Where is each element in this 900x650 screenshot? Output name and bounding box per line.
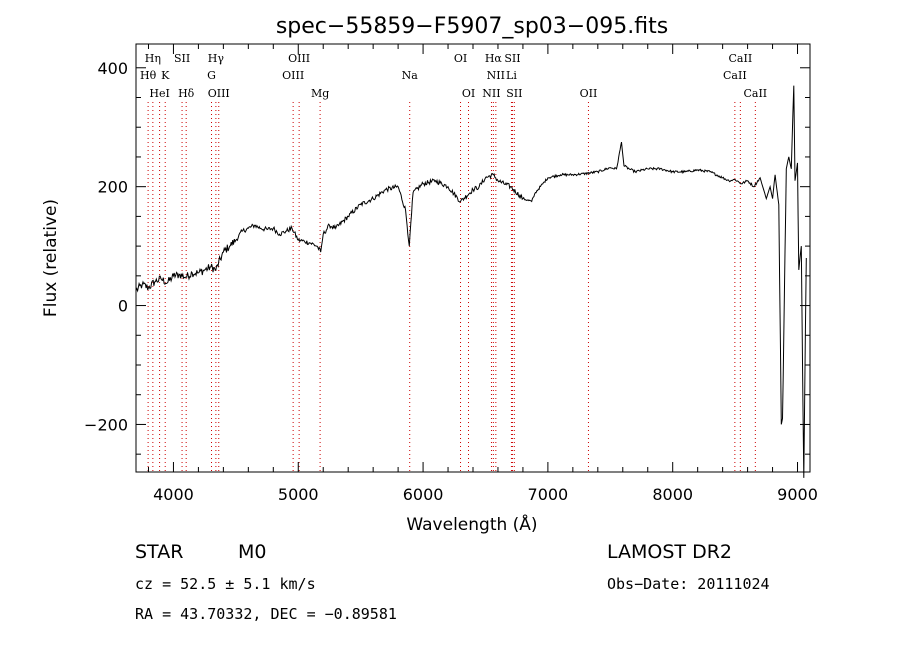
spectral-line-label: CaII [723, 69, 747, 82]
chart-title: spec−55859−F5907_sp03−095.fits [276, 14, 668, 39]
x-tick-label: 8000 [652, 485, 693, 504]
spectral-line-label: CaII [729, 52, 753, 65]
spectral-line-label: OI [462, 87, 475, 100]
spectral-line-label: Hγ [208, 52, 225, 65]
object-class: STAR [135, 541, 184, 563]
spectral-line-label: Hη [145, 52, 161, 65]
spectral-line-label: HeI [149, 87, 169, 100]
x-tick-label: 7000 [528, 485, 569, 504]
spectral-line-label: OIII [208, 87, 230, 100]
y-tick-label: 0 [118, 297, 128, 316]
spectral-line-label: SII [504, 52, 520, 65]
spectral-line-label: SII [174, 52, 190, 65]
redshift-cz: cz = 52.5 ± 5.1 km/s [135, 575, 316, 593]
x-tick-label: 9000 [777, 485, 818, 504]
spectral-line-label: SII [506, 87, 522, 100]
spectral-line-label: K [161, 69, 170, 82]
y-tick-label: −200 [84, 415, 128, 434]
survey-name: LAMOST DR2 [607, 541, 732, 563]
spectral-line-label: OI [454, 52, 467, 65]
x-axis-ticks: 4000 5000 6000 7000 8000 9000 [147, 44, 818, 504]
spectral-line-label: NII [482, 87, 500, 100]
y-tick-label: 400 [97, 59, 128, 78]
x-axis-label: Wavelength (Å) [406, 513, 537, 535]
spectral-line-label: G [207, 69, 216, 82]
spectral-line-label: Hθ [140, 69, 157, 82]
spectrum-line [135, 85, 807, 478]
x-tick-label: 5000 [278, 485, 319, 504]
spectral-line-label: OII [580, 87, 598, 100]
y-tick-label: 200 [97, 178, 128, 197]
x-tick-label: 6000 [403, 485, 444, 504]
spectral-line-markers [147, 102, 756, 472]
spectral-line-label: Na [402, 69, 419, 82]
spectral-line-label: NII [487, 69, 505, 82]
y-axis-label: Flux (relative) [41, 199, 61, 317]
y-axis-ticks: −200 0 200 400 [84, 59, 810, 455]
object-subclass: M0 [238, 541, 267, 563]
x-tick-label: 4000 [153, 485, 194, 504]
spectral-line-label: Li [506, 69, 517, 82]
spectral-line-label: CaII [743, 87, 767, 100]
spectral-line-label: OIII [282, 69, 304, 82]
spectral-line-label: OIII [288, 52, 310, 65]
spectral-line-label: Hα [485, 52, 503, 65]
plot-frame [135, 43, 811, 473]
sky-coordinates: RA = 43.70332, DEC = −0.89581 [135, 605, 397, 623]
spectral-line-label: Hδ [178, 87, 195, 100]
observation-date: Obs−Date: 20111024 [607, 575, 770, 593]
spectral-line-label: Mg [311, 87, 329, 100]
